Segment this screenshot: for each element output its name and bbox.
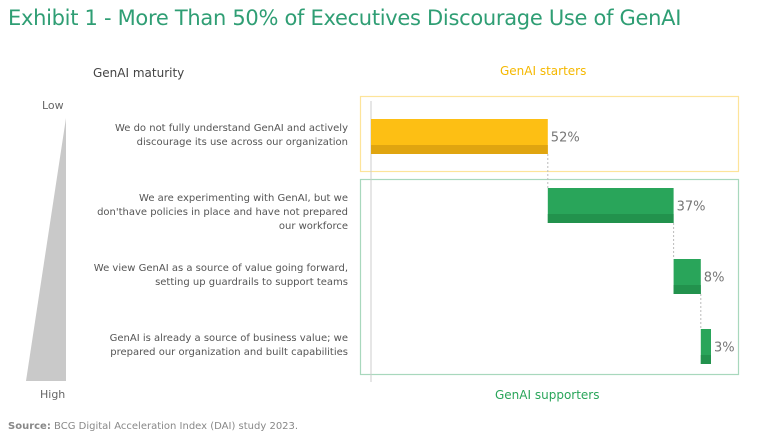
maturity-axis-title: GenAI maturity (93, 66, 185, 80)
bar (700, 329, 711, 364)
maturity-low-label: Low (42, 99, 64, 112)
bar-shadow (371, 145, 548, 154)
source-text: BCG Digital Acceleration Index (DAI) stu… (50, 421, 299, 432)
maturity-high-label: High (40, 388, 66, 401)
category-label: We do not fully understand GenAI and act… (114, 123, 348, 148)
category-label: We view GenAI as a source of value going… (93, 263, 348, 288)
group-box-supporters (359, 178, 740, 376)
page-title: Exhibit 1 - More Than 50% of Executives … (8, 6, 682, 30)
bar-shadow (673, 285, 701, 294)
data-label: 3% (714, 341, 735, 356)
group-box-starters (359, 95, 740, 173)
maturity-triangle (26, 118, 66, 381)
bar-shadow (700, 355, 711, 364)
category-label: GenAI is already a source of business va… (109, 333, 348, 358)
source-note: Source: BCG Digital Acceleration Index (… (8, 421, 298, 432)
data-label: 37% (677, 200, 706, 215)
group-label-supporters: GenAI supporters (495, 388, 600, 402)
data-label: 8% (704, 271, 725, 286)
group-label-starters: GenAI starters (500, 64, 587, 78)
source-label: Source: (8, 421, 51, 432)
data-label: 52% (551, 131, 580, 146)
bar-shadow (547, 214, 674, 223)
category-label: We are experimenting with GenAI, but we … (97, 193, 348, 232)
